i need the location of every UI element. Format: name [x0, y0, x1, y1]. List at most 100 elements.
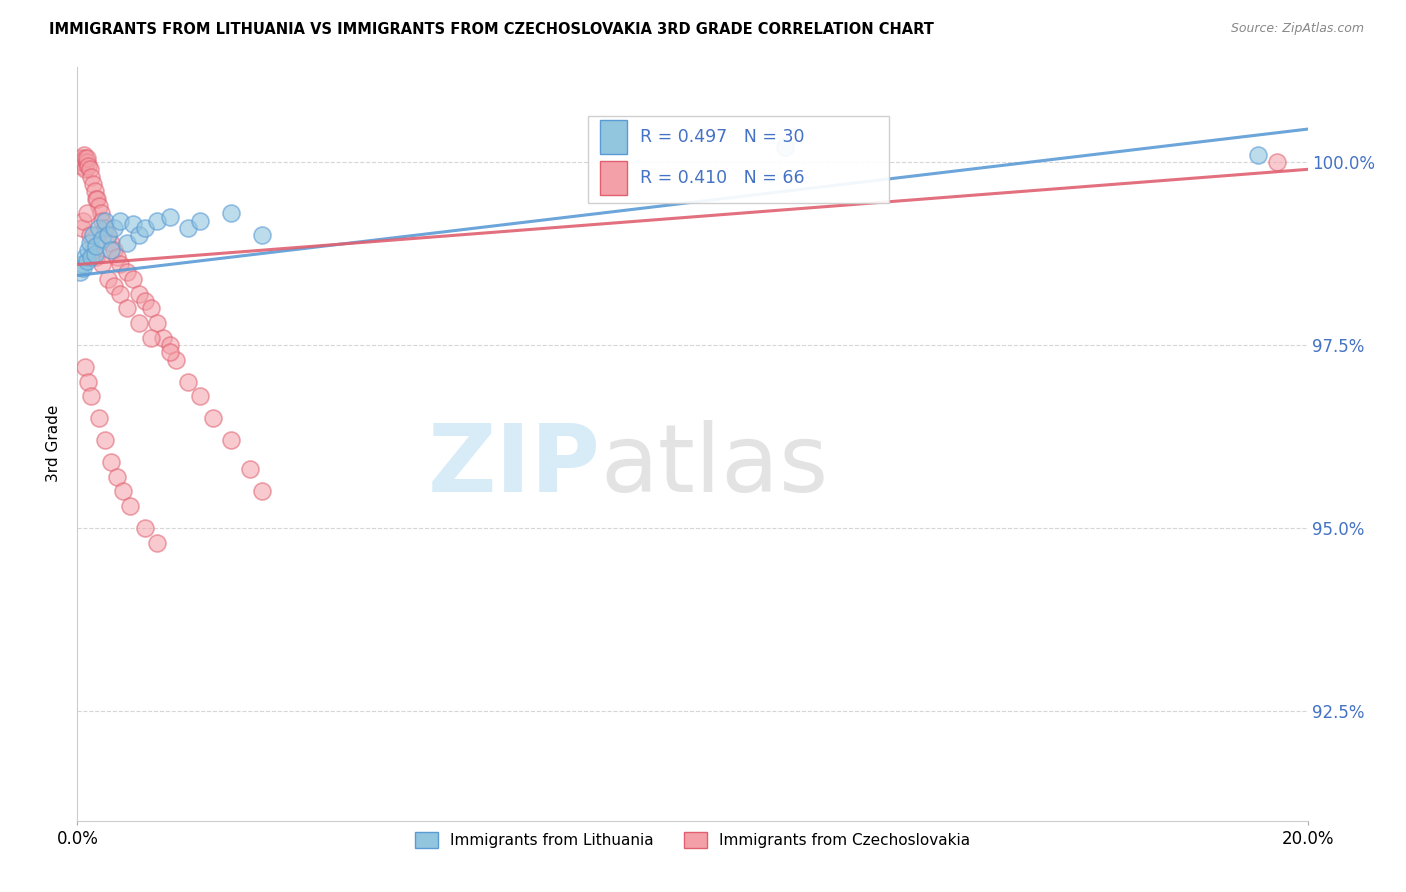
Point — [121, 272, 143, 286]
Point — [239, 462, 262, 476]
Point — [75, 162, 97, 177]
Point — [77, 159, 100, 173]
Point — [82, 228, 104, 243]
Point — [80, 250, 103, 264]
Point — [1265, 155, 1288, 169]
Point — [105, 250, 128, 264]
Point — [165, 352, 187, 367]
Point — [76, 155, 98, 169]
Point — [134, 521, 156, 535]
Bar — [600, 120, 627, 154]
Point — [73, 147, 96, 161]
Point — [72, 155, 94, 169]
Point — [83, 184, 105, 198]
Point — [87, 199, 110, 213]
Point — [77, 243, 100, 257]
Point — [90, 206, 112, 220]
Point — [103, 220, 125, 235]
Point — [201, 411, 224, 425]
Y-axis label: 3rd Grade: 3rd Grade — [46, 405, 62, 483]
Text: atlas: atlas — [600, 420, 828, 512]
Point — [105, 469, 128, 483]
Point — [73, 152, 96, 166]
Point — [73, 250, 96, 264]
Point — [79, 228, 101, 243]
Point — [115, 265, 138, 279]
Point — [76, 206, 98, 220]
Point — [103, 279, 125, 293]
Point — [77, 375, 100, 389]
Point — [69, 265, 91, 279]
Point — [159, 345, 181, 359]
Point — [152, 331, 174, 345]
Point — [73, 359, 96, 374]
FancyBboxPatch shape — [588, 116, 890, 202]
Point — [219, 206, 242, 220]
Point — [87, 411, 110, 425]
Point — [110, 286, 132, 301]
Point — [141, 331, 163, 345]
Point — [70, 220, 93, 235]
Point — [94, 213, 117, 227]
Point — [70, 258, 93, 272]
Point — [110, 258, 132, 272]
Point — [121, 217, 143, 231]
Point — [72, 261, 94, 276]
Point — [100, 235, 122, 250]
Point — [90, 232, 114, 246]
Text: Source: ZipAtlas.com: Source: ZipAtlas.com — [1230, 22, 1364, 36]
Point — [219, 433, 242, 447]
Point — [70, 152, 93, 166]
Point — [188, 389, 212, 403]
Point — [69, 155, 91, 169]
Point — [72, 213, 94, 227]
Point — [87, 220, 110, 235]
Point — [188, 213, 212, 227]
Point — [141, 301, 163, 316]
Point — [177, 375, 200, 389]
Point — [97, 272, 120, 286]
Point — [84, 239, 107, 253]
Legend: Immigrants from Lithuania, Immigrants from Czechoslovakia: Immigrants from Lithuania, Immigrants fr… — [409, 826, 976, 855]
Point — [80, 389, 103, 403]
Point — [83, 246, 105, 260]
Point — [110, 213, 132, 227]
Text: ZIP: ZIP — [427, 420, 600, 512]
Point — [112, 484, 135, 499]
Point — [1247, 147, 1270, 161]
Point — [146, 213, 169, 227]
Point — [128, 228, 150, 243]
Point — [97, 228, 120, 243]
Point — [94, 433, 117, 447]
Point — [90, 258, 114, 272]
Text: IMMIGRANTS FROM LITHUANIA VS IMMIGRANTS FROM CZECHOSLOVAKIA 3RD GRADE CORRELATIO: IMMIGRANTS FROM LITHUANIA VS IMMIGRANTS … — [49, 22, 934, 37]
Point — [115, 235, 138, 250]
Point — [79, 162, 101, 177]
Point — [146, 316, 169, 330]
Point — [115, 301, 138, 316]
Point — [76, 152, 98, 166]
Point — [773, 140, 796, 154]
Point — [84, 250, 107, 264]
Point — [82, 243, 104, 257]
Point — [159, 210, 181, 224]
Point — [250, 228, 273, 243]
Point — [86, 192, 108, 206]
Point — [128, 316, 150, 330]
Text: R = 0.410   N = 66: R = 0.410 N = 66 — [640, 169, 804, 186]
Point — [250, 484, 273, 499]
Point — [70, 159, 93, 173]
Text: R = 0.497   N = 30: R = 0.497 N = 30 — [640, 128, 804, 146]
Point — [118, 499, 141, 513]
Point — [128, 286, 150, 301]
Point — [82, 177, 104, 191]
Point — [76, 253, 98, 268]
Point — [103, 243, 125, 257]
Point — [100, 243, 122, 257]
Point — [94, 220, 117, 235]
Point — [159, 338, 181, 352]
Point — [97, 228, 120, 243]
Point — [177, 220, 200, 235]
Point — [134, 220, 156, 235]
Point — [134, 294, 156, 309]
